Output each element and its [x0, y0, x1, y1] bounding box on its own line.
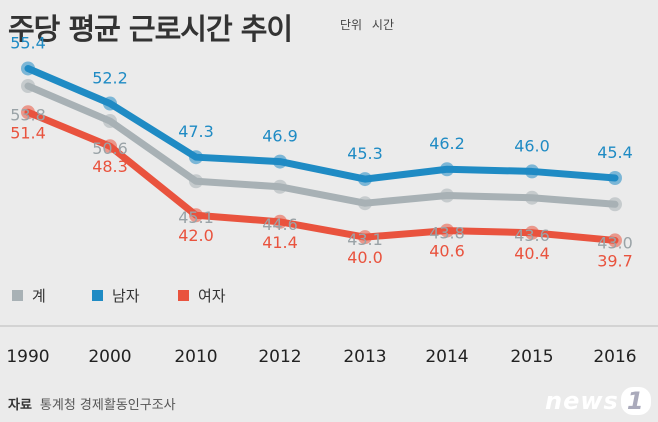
legend-label-계: 계: [32, 287, 46, 305]
value-label-여자-2016: 39.7: [597, 251, 633, 270]
legend-label-여자: 여자: [198, 287, 226, 305]
data-point-남자-1990: [21, 61, 35, 76]
data-point-계-2015: [525, 190, 539, 205]
data-point-남자-2016: [608, 171, 622, 185]
value-label-계-2000: 50.6: [92, 139, 128, 158]
legend-swatch-여자: [178, 290, 189, 301]
data-point-계-2013: [358, 196, 372, 211]
source-label: 자료: [8, 398, 32, 413]
value-label-남자-2016: 45.4: [597, 143, 633, 162]
legend-swatch-계: [12, 290, 23, 301]
data-point-남자-2014: [440, 162, 454, 177]
data-point-남자-2000: [103, 96, 117, 111]
value-label-남자-2013: 45.3: [347, 144, 383, 163]
data-point-계-2012: [273, 179, 287, 194]
x-tick-2014: 2014: [425, 347, 468, 367]
value-label-여자-2012: 41.4: [262, 233, 298, 252]
series-line-남자: [24, 64, 619, 183]
source-text: 통계청 경제활동인구조사: [39, 398, 176, 413]
x-tick-1990: 1990: [6, 347, 49, 367]
value-label-계-2013: 43.1: [347, 230, 383, 249]
unit-label: 단위 시간: [340, 16, 400, 33]
x-tick-2015: 2015: [510, 347, 553, 367]
logo-mark: 1: [620, 387, 651, 415]
value-label-계-2016: 43.0: [597, 233, 633, 252]
value-label-계-2010: 45.1: [178, 208, 214, 227]
legend-label-남자: 남자: [112, 287, 140, 305]
value-label-남자-2015: 46.0: [514, 136, 550, 155]
value-label-계-1990: 53.8: [10, 105, 46, 124]
value-label-여자-2010: 42.0: [178, 226, 214, 245]
value-label-여자-2013: 40.0: [347, 248, 383, 267]
data-point-남자-2013: [358, 172, 372, 187]
x-tick-2012: 2012: [258, 347, 301, 367]
data-point-여자-2015: [525, 225, 539, 240]
data-point-계-2010: [189, 174, 203, 189]
series-line-여자: [24, 108, 619, 244]
value-label-계-2014: 43.8: [429, 224, 465, 243]
data-point-계-1990: [21, 79, 35, 93]
source-note: 자료 통계청 경제활동인구조사: [8, 394, 176, 413]
data-point-남자-2015: [525, 164, 539, 179]
data-point-남자-2010: [189, 150, 203, 165]
data-point-계-2000: [103, 114, 117, 129]
chart-title: 주당 평균 근로시간 추이: [8, 12, 293, 46]
value-label-남자-2012: 46.9: [262, 127, 298, 146]
unit-label-key: 단위: [340, 18, 363, 32]
value-label-계-2012: 44.6: [262, 215, 298, 234]
x-tick-2000: 2000: [88, 347, 131, 367]
news1-logo: news 1: [545, 387, 651, 415]
value-label-여자-2014: 40.6: [429, 242, 465, 261]
unit-label-value: 시간: [371, 18, 395, 32]
data-point-남자-2012: [273, 154, 287, 169]
data-point-여자-2000: [103, 139, 117, 154]
x-tick-2010: 2010: [174, 347, 217, 367]
value-label-남자-2010: 47.3: [178, 122, 214, 141]
value-label-계-2015: 43.6: [514, 226, 550, 245]
value-label-남자-2014: 46.2: [429, 134, 465, 153]
data-point-여자-1990: [21, 105, 35, 120]
data-point-여자-2014: [440, 223, 454, 238]
data-point-여자-2012: [273, 214, 287, 229]
data-point-여자-2016: [608, 233, 622, 248]
value-label-여자-2015: 40.4: [514, 244, 550, 263]
series-line-계: [24, 82, 619, 208]
value-label-여자-1990: 51.4: [10, 123, 46, 142]
x-tick-2013: 2013: [343, 347, 386, 367]
x-tick-2016: 2016: [593, 347, 636, 367]
data-point-계-2014: [440, 188, 454, 203]
legend-swatch-남자: [92, 290, 103, 301]
value-label-남자-1990: 55.4: [10, 33, 46, 52]
data-point-계-2016: [608, 197, 622, 212]
value-label-여자-2000: 48.3: [92, 157, 128, 176]
data-point-여자-2010: [189, 208, 203, 223]
data-point-여자-2013: [358, 230, 372, 245]
logo-text: news: [545, 387, 619, 415]
value-label-남자-2000: 52.2: [92, 69, 128, 88]
